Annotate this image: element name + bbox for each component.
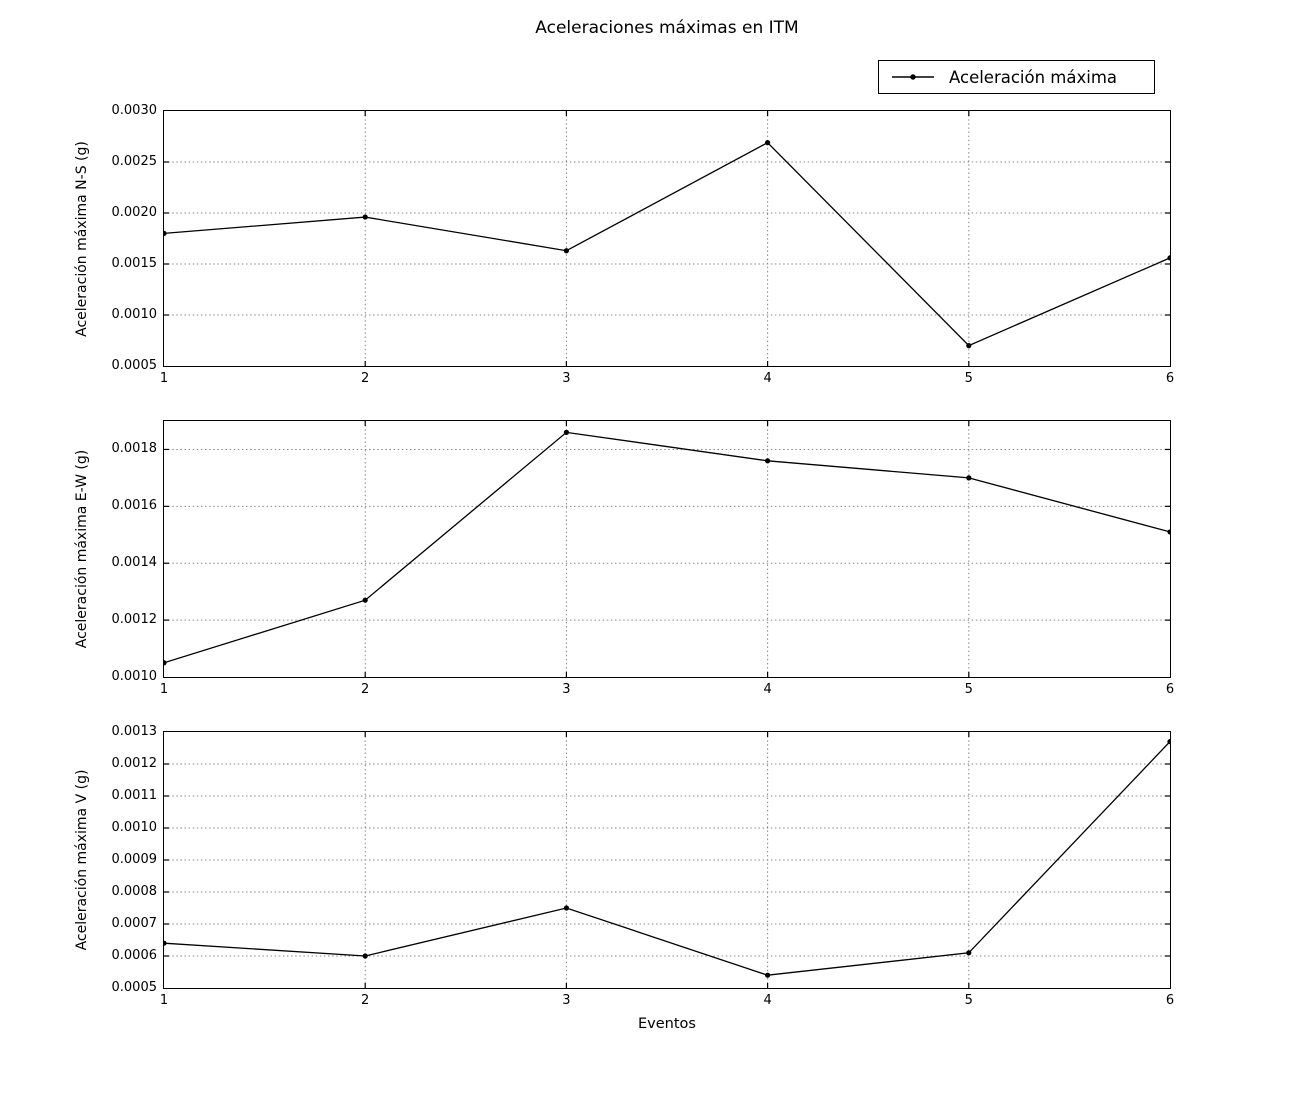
x-tick-label: 2 — [361, 371, 370, 386]
y-tick-label: 0.0010 — [111, 307, 158, 322]
data-point — [966, 475, 972, 481]
data-line — [164, 141, 1170, 347]
x-axis-label: Eventos — [638, 1016, 696, 1032]
chart-svg — [164, 111, 1170, 366]
x-tick-label: 1 — [159, 371, 169, 386]
x-tick-label: 6 — [1165, 993, 1175, 1008]
y-tick-label: 0.0010 — [111, 820, 158, 835]
y-tick-label: 0.0018 — [111, 441, 158, 457]
x-tick-label: 3 — [562, 682, 571, 697]
y-tick-label: 0.0008 — [111, 884, 158, 899]
y-tick-label: 0.0020 — [111, 205, 158, 220]
x-tick-label: 2 — [361, 682, 370, 697]
y-tick-label: 0.0016 — [111, 498, 158, 514]
x-tick-label: 6 — [1165, 682, 1175, 697]
y-tick-label: 0.0011 — [111, 788, 158, 803]
subplot-v: Aceleración máxima V (g) 0.0005 0.0006 0.0… — [0, 724, 1300, 1008]
x-tick-label: 2 — [361, 993, 370, 1008]
x-tick-label: 4 — [763, 371, 772, 386]
plot-area — [163, 731, 1171, 989]
y-tick-label: 0.0015 — [111, 256, 158, 271]
subplot-ew: Aceleración máxima E-W (g) 0.0010 0.0012 0… — [0, 420, 1300, 697]
data-point — [362, 953, 368, 959]
chart-svg — [164, 421, 1170, 677]
x-tick-label: 3 — [562, 371, 571, 386]
x-tick-label: 5 — [964, 371, 973, 386]
x-tick-label: 4 — [763, 993, 772, 1008]
data-point — [164, 940, 167, 946]
x-tick-label: 4 — [763, 682, 772, 697]
x-tick-label: 6 — [1165, 371, 1175, 386]
y-tick-label: 0.0005 — [111, 980, 158, 995]
data-point — [563, 248, 569, 254]
y-tick-label: 0.0012 — [111, 612, 158, 628]
plot-area — [163, 110, 1171, 367]
chart-svg — [164, 732, 1170, 988]
legend-box: Aceleración máxima — [878, 60, 1155, 94]
x-tick-label: 5 — [964, 993, 973, 1008]
y-tick-label: 0.0014 — [111, 555, 158, 571]
data-point — [966, 343, 972, 349]
y-tick-label: 0.0012 — [111, 756, 158, 771]
data-point — [164, 660, 167, 666]
figure-title: Aceleraciones máximas en ITM — [535, 18, 799, 38]
plot-area — [163, 420, 1171, 678]
data-point — [765, 972, 771, 978]
y-tick-label: 0.0006 — [111, 948, 158, 963]
data-point — [1167, 529, 1170, 535]
data-point — [563, 429, 569, 435]
subplot-ns: Aceleración máxima N-S (g) 0.0005 0.0010 0… — [0, 103, 1300, 386]
data-point — [966, 950, 972, 956]
legend-entry-label: Aceleración máxima — [949, 67, 1118, 87]
data-point — [1167, 739, 1170, 745]
data-point — [1167, 255, 1170, 261]
data-point — [164, 230, 167, 236]
data-point — [563, 905, 569, 911]
y-tick-label: 0.0025 — [111, 154, 158, 169]
y-tick-label: 0.0009 — [111, 852, 158, 867]
data-line — [164, 431, 1170, 664]
data-point — [765, 140, 771, 146]
y-tick-label: 0.0005 — [111, 358, 158, 373]
data-point — [362, 597, 368, 603]
x-tick-label: 1 — [159, 682, 169, 697]
legend-line-marker-icon — [892, 74, 934, 80]
x-tick-label: 5 — [964, 682, 973, 697]
y-tick-label: 0.0013 — [111, 724, 158, 739]
x-tick-label: 1 — [159, 993, 169, 1008]
y-tick-label: 0.0030 — [111, 103, 158, 118]
y-tick-label: 0.0007 — [111, 916, 158, 931]
data-point — [765, 458, 771, 464]
x-tick-label: 3 — [562, 993, 571, 1008]
data-point — [362, 214, 368, 220]
y-tick-label: 0.0010 — [111, 669, 158, 684]
data-line — [164, 741, 1170, 976]
